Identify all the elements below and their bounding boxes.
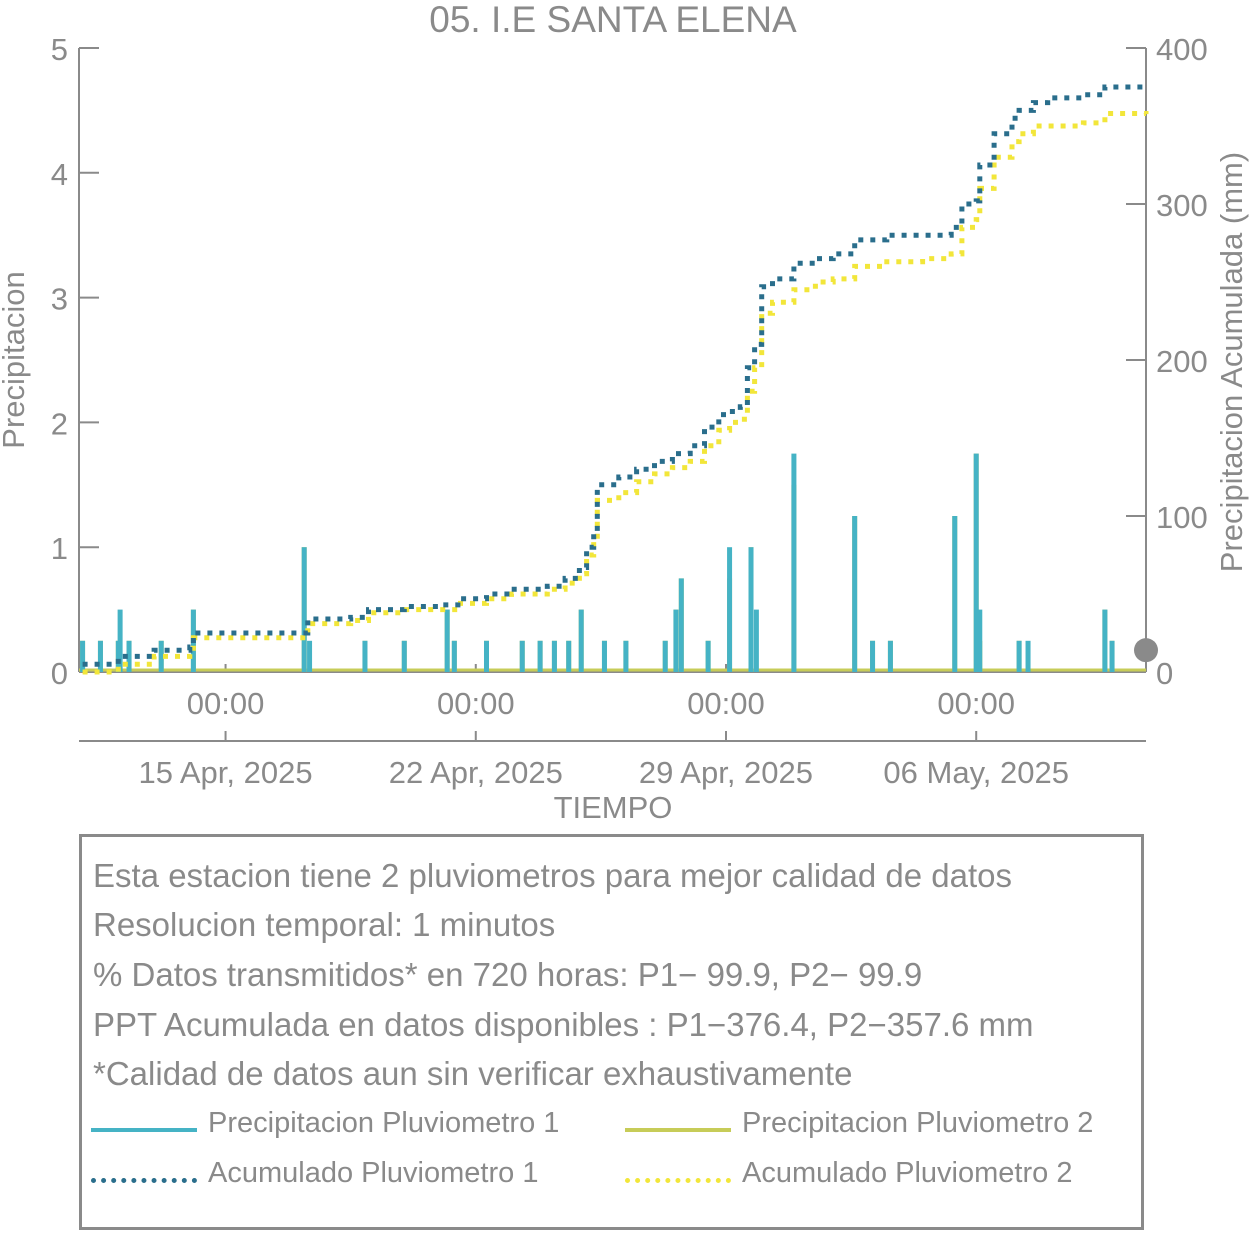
info-line-transmitted: % Datos transmitidos* en 720 horas: P1− … (93, 956, 923, 993)
bar-p1 (673, 609, 679, 672)
info-box: Esta estacion tiene 2 pluviometros para … (79, 834, 1144, 1230)
y-tick-label-right: 300 (1156, 188, 1208, 223)
bar-p1 (973, 453, 979, 672)
legend-label-p2: Precipitacion Pluviometro 2 (742, 1107, 1094, 1139)
y-tick-label-right: 400 (1156, 32, 1208, 67)
bar-p1 (753, 609, 759, 672)
y-axis-label-left: Precipitacion (0, 271, 31, 448)
bar-p1 (727, 547, 733, 672)
bar-p1 (1102, 609, 1108, 672)
bar-p1 (1016, 640, 1022, 672)
bar-p1 (887, 640, 893, 672)
bar-p1 (623, 640, 629, 672)
bar-p1 (519, 640, 525, 672)
bar-p1 (705, 640, 711, 672)
bar-p1 (601, 640, 607, 672)
bar-p1 (551, 640, 557, 672)
bar-p1 (537, 640, 543, 672)
bar-p1 (307, 640, 313, 672)
y-tick-label-right: 200 (1156, 344, 1208, 379)
info-line-accumulated: PPT Acumulada en datos disponibles : P1−… (93, 1006, 1034, 1043)
bar-p1 (483, 640, 489, 672)
legend-label-a2: Acumulado Pluviometro 2 (742, 1157, 1073, 1189)
y-tick-label-left: 2 (51, 406, 68, 441)
legend-swatch-a2 (625, 1178, 731, 1183)
end-marker (1134, 638, 1158, 663)
x-tick-label-date: 15 Apr, 2025 (139, 755, 313, 790)
accumulated-lines (82, 84, 1158, 675)
y-tick-label-left: 1 (51, 531, 68, 566)
bar-p1 (852, 516, 858, 672)
bar-p1 (158, 640, 164, 672)
bar-p1 (1025, 640, 1031, 672)
bar-p1 (678, 578, 684, 672)
bar-p1 (126, 640, 132, 672)
bar-p1 (80, 640, 86, 672)
tick-labels: 0 1 2 3 4 5 0 100 200 300 400 00:00 15 Apr, 2025 00:0… (51, 32, 1208, 790)
axes (78, 47, 1147, 742)
info-line-stations: Esta estacion tiene 2 pluviometros para … (93, 857, 1013, 894)
legend-label-p1: Precipitacion Pluviometro 1 (208, 1107, 560, 1139)
bar-p1 (977, 609, 983, 672)
y-tick-label-left: 5 (51, 32, 68, 67)
legend-label-a1: Acumulado Pluviometro 1 (208, 1157, 539, 1189)
info-line-quality-note: *Calidad de datos aun sin verificar exha… (93, 1055, 853, 1092)
y-tick-label-left: 3 (51, 282, 68, 317)
x-tick-label-time: 00:00 (937, 686, 1015, 721)
x-axis-label: TIEMPO (554, 790, 673, 825)
y-tick-label-right: 100 (1156, 500, 1208, 535)
bar-p1 (401, 640, 407, 672)
bar-p1 (301, 547, 307, 672)
bar-p1 (566, 640, 572, 672)
bar-p1 (362, 640, 368, 672)
accumulated-p1-line (82, 84, 1149, 667)
y-tick-label-right: 0 (1156, 656, 1173, 691)
info-line-resolution: Resolucion temporal: 1 minutos (93, 906, 556, 943)
precipitation-p1-bars (80, 453, 1115, 672)
accumulated-p2-line (82, 111, 1149, 675)
bar-p1 (662, 640, 668, 672)
bar-p1 (870, 640, 876, 672)
rainfall-chart: 05. I.E SANTA ELENA Precipitacion Precip… (0, 0, 1249, 825)
bar-p1 (578, 609, 584, 672)
bar-p1 (791, 453, 797, 672)
x-tick-label-time: 00:00 (687, 686, 765, 721)
y-tick-label-left: 0 (51, 656, 68, 691)
legend-swatch-p2 (625, 1128, 731, 1132)
bar-p1 (952, 516, 958, 672)
bar-p1 (451, 640, 457, 672)
bar-p1 (97, 640, 103, 672)
x-tick-label-date: 06 May, 2025 (883, 755, 1069, 790)
y-tick-label-left: 4 (51, 157, 68, 192)
legend-swatch-p1 (91, 1128, 197, 1132)
x-tick-label-time: 00:00 (437, 686, 515, 721)
x-tick-label-date: 22 Apr, 2025 (389, 755, 563, 790)
bar-p1 (444, 609, 450, 672)
bar-p1 (748, 547, 754, 672)
x-tick-label-date: 29 Apr, 2025 (639, 755, 813, 790)
chart-title: 05. I.E SANTA ELENA (429, 0, 797, 40)
x-tick-label-time: 00:00 (187, 686, 265, 721)
y-axis-label-right: Precipitacion Acumulada (mm) (1214, 152, 1249, 572)
legend-swatch-a1 (91, 1178, 197, 1183)
bar-p1 (1109, 640, 1115, 672)
bar-p1 (117, 609, 123, 672)
